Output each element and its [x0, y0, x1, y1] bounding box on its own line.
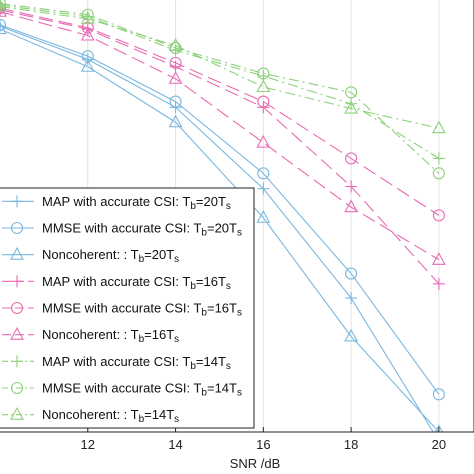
triangle-marker — [0, 21, 7, 35]
legend-label: Noncoherent: : Tb=20Ts — [42, 247, 179, 265]
circle-marker — [169, 56, 182, 69]
circle-marker — [257, 95, 270, 108]
series-line — [0, 7, 440, 216]
circle-marker — [345, 152, 358, 165]
series-8 — [0, 0, 445, 180]
circle-marker — [81, 8, 94, 21]
triangle-marker — [256, 134, 271, 148]
legend-item: MAP with accurate CSI: Tb=16Ts — [2, 274, 231, 292]
series-line — [0, 11, 440, 261]
triangle-marker — [256, 210, 271, 223]
legend-item: Noncoherent: : Tb=14Ts — [2, 407, 179, 425]
circle-marker — [10, 301, 24, 315]
triangle-marker — [434, 424, 444, 432]
series-line — [0, 2, 440, 174]
triangle-marker — [168, 37, 183, 51]
legend-item: MMSE with accurate CSI: Tb=16Ts — [2, 301, 242, 319]
circle-marker — [432, 167, 445, 180]
circle-marker — [257, 67, 270, 80]
series-line — [0, 4, 440, 159]
series-2 — [0, 18, 445, 401]
series-9 — [0, 0, 446, 134]
legend-label: MAP with accurate CSI: Tb=14Ts — [42, 354, 231, 372]
triangle-marker — [431, 120, 446, 134]
triangle-marker — [0, 0, 7, 12]
series-3 — [0, 21, 444, 432]
x-axis-label: SNR /dB — [230, 456, 281, 471]
x-tick-label: 20 — [432, 437, 446, 452]
legend-item: MMSE with accurate CSI: Tb=20Ts — [2, 221, 242, 239]
plot-area-border — [0, 0, 474, 433]
circle-marker — [432, 209, 445, 222]
legend-label: Noncoherent: : Tb=14Ts — [42, 407, 179, 425]
triangle-marker — [80, 27, 95, 41]
plus-marker — [257, 182, 270, 195]
legend-item: MMSE with accurate CSI: Tb=14Ts — [2, 381, 242, 399]
legend-item: MAP with accurate CSI: Tb=20Ts — [2, 194, 231, 212]
x-axis: 12 14 16 18 20 — [81, 427, 446, 452]
triangle-marker — [256, 79, 271, 93]
circle-marker — [0, 2, 7, 15]
circle-marker — [0, 18, 7, 31]
circle-marker — [10, 381, 24, 395]
legend-label: MMSE with accurate CSI: Tb=20Ts — [42, 221, 242, 239]
legend-item: Noncoherent: : Tb=16Ts — [2, 327, 179, 345]
triangle-marker — [168, 71, 183, 84]
legend-item: MAP with accurate CSI: Tb=14Ts — [2, 354, 231, 372]
plus-marker — [432, 277, 445, 290]
legend-label: MMSE with accurate CSI: Tb=14Ts — [42, 381, 242, 399]
legend-label: MMSE with accurate CSI: Tb=16Ts — [42, 301, 242, 319]
circle-marker — [81, 50, 94, 63]
plus-marker — [11, 195, 23, 208]
circle-marker — [345, 86, 358, 99]
series-line — [0, 28, 440, 432]
triangle-marker — [80, 59, 95, 72]
legend-label: MAP with accurate CSI: Tb=16Ts — [42, 274, 231, 292]
circle-marker — [169, 95, 182, 108]
circle-marker — [10, 221, 24, 235]
circle-marker — [432, 388, 445, 401]
plus-marker — [0, 3, 6, 16]
plus-marker — [345, 180, 358, 193]
triangle-marker — [168, 114, 183, 128]
series-line — [0, 24, 440, 395]
plus-marker — [0, 0, 6, 12]
circle-marker — [345, 267, 358, 280]
circle-marker — [257, 167, 270, 180]
legend-box — [0, 187, 255, 429]
legend-item: Noncoherent: : Tb=20Ts — [2, 247, 179, 265]
triangle-marker — [10, 247, 24, 260]
triangle-marker — [431, 252, 446, 265]
x-tick-label: 18 — [344, 437, 358, 452]
legend: MAP with accurate CSI: Tb=20Ts MMSE with … — [0, 187, 255, 429]
plus-marker — [11, 275, 23, 288]
series-line — [0, 25, 434, 432]
plus-marker — [345, 292, 358, 305]
legend-label: MAP with accurate CSI: Tb=20Ts — [42, 194, 231, 212]
series-5 — [0, 2, 445, 222]
triangle-marker — [344, 328, 359, 342]
series-line — [0, 9, 440, 285]
triangle-marker — [80, 11, 95, 24]
plus-marker — [11, 355, 23, 368]
series-group — [0, 0, 446, 432]
plus-marker — [345, 97, 358, 110]
triangle-marker — [344, 199, 359, 213]
triangle-marker — [344, 100, 359, 114]
x-tick-label: 14 — [168, 437, 182, 452]
x-tick-label: 12 — [81, 437, 95, 452]
x-tick-label: 16 — [256, 437, 270, 452]
series-line — [0, 6, 440, 129]
triangle-marker — [10, 327, 24, 340]
legend-label: Noncoherent: : Tb=16Ts — [42, 327, 179, 345]
triangle-marker — [10, 407, 24, 420]
plus-marker — [432, 152, 445, 165]
circle-marker — [0, 0, 7, 10]
